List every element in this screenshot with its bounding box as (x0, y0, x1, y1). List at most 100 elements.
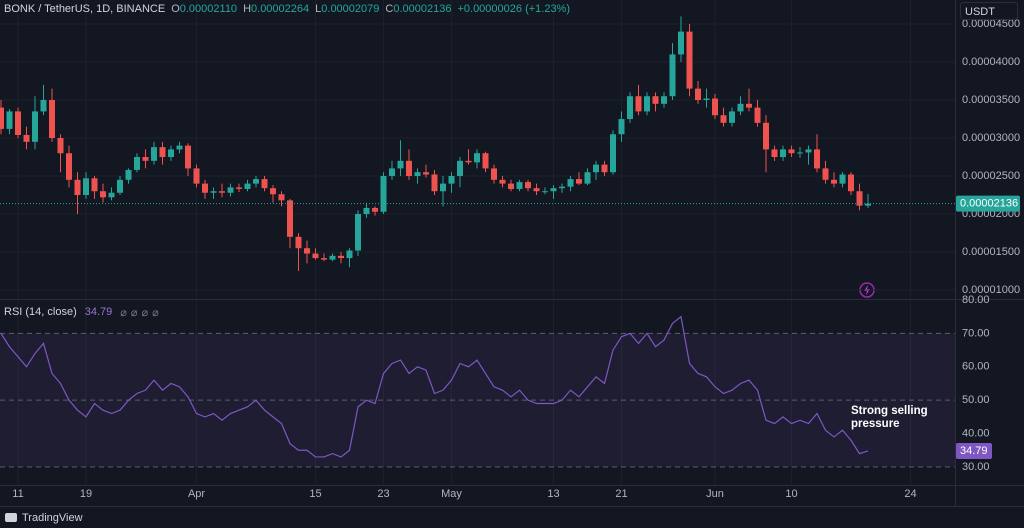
candle-body (210, 191, 217, 193)
candle-body (287, 200, 293, 237)
ohlc-high: H0.00002264 (243, 3, 309, 15)
candle-body (125, 169, 132, 180)
currency-button[interactable]: USDT (960, 2, 1018, 20)
candle-body (771, 149, 778, 158)
ohlc-value: 0.00002110 (179, 3, 238, 15)
candle-body (695, 88, 701, 101)
candle-body (754, 107, 761, 123)
candle-body (236, 187, 242, 189)
rsi-value: 34.79 (84, 306, 113, 318)
y-tick-label: 50.00 (962, 394, 990, 406)
candle-body (448, 176, 455, 184)
candle-body (108, 192, 115, 198)
candle-body (737, 103, 744, 112)
x-tick-label: 10 (785, 488, 797, 500)
x-tick-label: 15 (309, 488, 321, 500)
candle-body (151, 147, 157, 161)
candle-body (0, 107, 4, 129)
candle-body (397, 160, 404, 169)
candle-body (74, 179, 81, 196)
candle-body (712, 98, 718, 116)
candle-body (805, 149, 812, 153)
candle-body (40, 100, 47, 112)
candle-body (678, 31, 684, 55)
candle-body (618, 119, 625, 135)
candle-body (831, 179, 837, 184)
candle-body (567, 179, 574, 187)
candle-body (253, 179, 259, 184)
candle-body (23, 134, 30, 142)
candle-body (278, 194, 285, 201)
candle-body (584, 172, 591, 184)
y-tick-label: 70.00 (962, 327, 990, 339)
x-tick-label: 21 (615, 488, 627, 500)
candle-body (295, 236, 302, 249)
candle-body (312, 253, 319, 259)
candle-body (499, 179, 506, 184)
candle-body (270, 188, 276, 195)
y-tick-label: 0.00002500 (962, 170, 1020, 182)
indicator-controls[interactable]: ⌀⌀⌀⌀ (120, 307, 163, 319)
candle-body (856, 191, 863, 206)
ohlc-close: C0.00002136 (385, 3, 451, 15)
logo (5, 513, 17, 522)
candle-body (389, 168, 395, 177)
candle-body (261, 179, 268, 189)
y-tick-label: 0.00001000 (962, 284, 1020, 296)
candle-body (304, 248, 310, 254)
candle-body (346, 250, 353, 259)
candle-body (372, 207, 378, 212)
candle-body (482, 153, 489, 169)
candle-body (244, 183, 251, 189)
candle-body (865, 203, 871, 206)
candle-body (32, 111, 38, 142)
candle-body (363, 207, 370, 215)
footer: TradingView (0, 506, 1024, 528)
candle-body (380, 176, 387, 212)
candle-body (661, 96, 667, 104)
x-tick-label: 19 (80, 488, 92, 500)
candle-body (559, 186, 565, 189)
candle-body (134, 157, 140, 170)
candle-body (839, 174, 846, 184)
candle-body (431, 174, 438, 192)
candle-body (533, 188, 540, 192)
y-tick-label: 30.00 (962, 461, 990, 473)
candle-body (576, 179, 582, 184)
candle-body (814, 149, 820, 169)
y-tick-label: 80.00 (962, 294, 990, 306)
rsi-header: RSI (14, close) 34.79 ⌀⌀⌀⌀ (4, 306, 163, 319)
legend-header: BONK / TetherUS, 1D, BINANCE O0.00002110… (4, 3, 570, 15)
candle-body (635, 96, 642, 112)
rsi-last-label: 34.79 (960, 445, 988, 457)
candle-body (57, 138, 64, 154)
candle-body (15, 111, 21, 135)
candle-body (822, 168, 829, 180)
rsi-last-box (956, 442, 992, 459)
ohlc-value: 0.00002264 (251, 3, 310, 15)
ohlc-key: H (243, 3, 252, 15)
candle-body (542, 191, 548, 193)
ohlc-value: 0.00002136 (393, 3, 452, 15)
candle-body (406, 160, 412, 177)
candle-body (185, 145, 191, 169)
rsi-line (0, 315, 869, 458)
ohlc-value: 0.00002079 (321, 3, 380, 15)
candle-body (797, 152, 803, 154)
candle-body (66, 153, 72, 180)
candle-body (117, 179, 123, 193)
candle-body (474, 153, 480, 163)
candle-body (83, 178, 89, 196)
candle-body (91, 178, 98, 192)
candle-body (440, 183, 446, 192)
candle-body (729, 111, 735, 123)
x-tick-label: 24 (904, 488, 916, 500)
candle-body (329, 255, 336, 260)
candle-body (516, 182, 523, 189)
candle-body (100, 191, 106, 198)
candle-body (338, 255, 344, 259)
x-tick-label: 23 (377, 488, 389, 500)
y-tick-label: 0.00004500 (962, 18, 1020, 30)
